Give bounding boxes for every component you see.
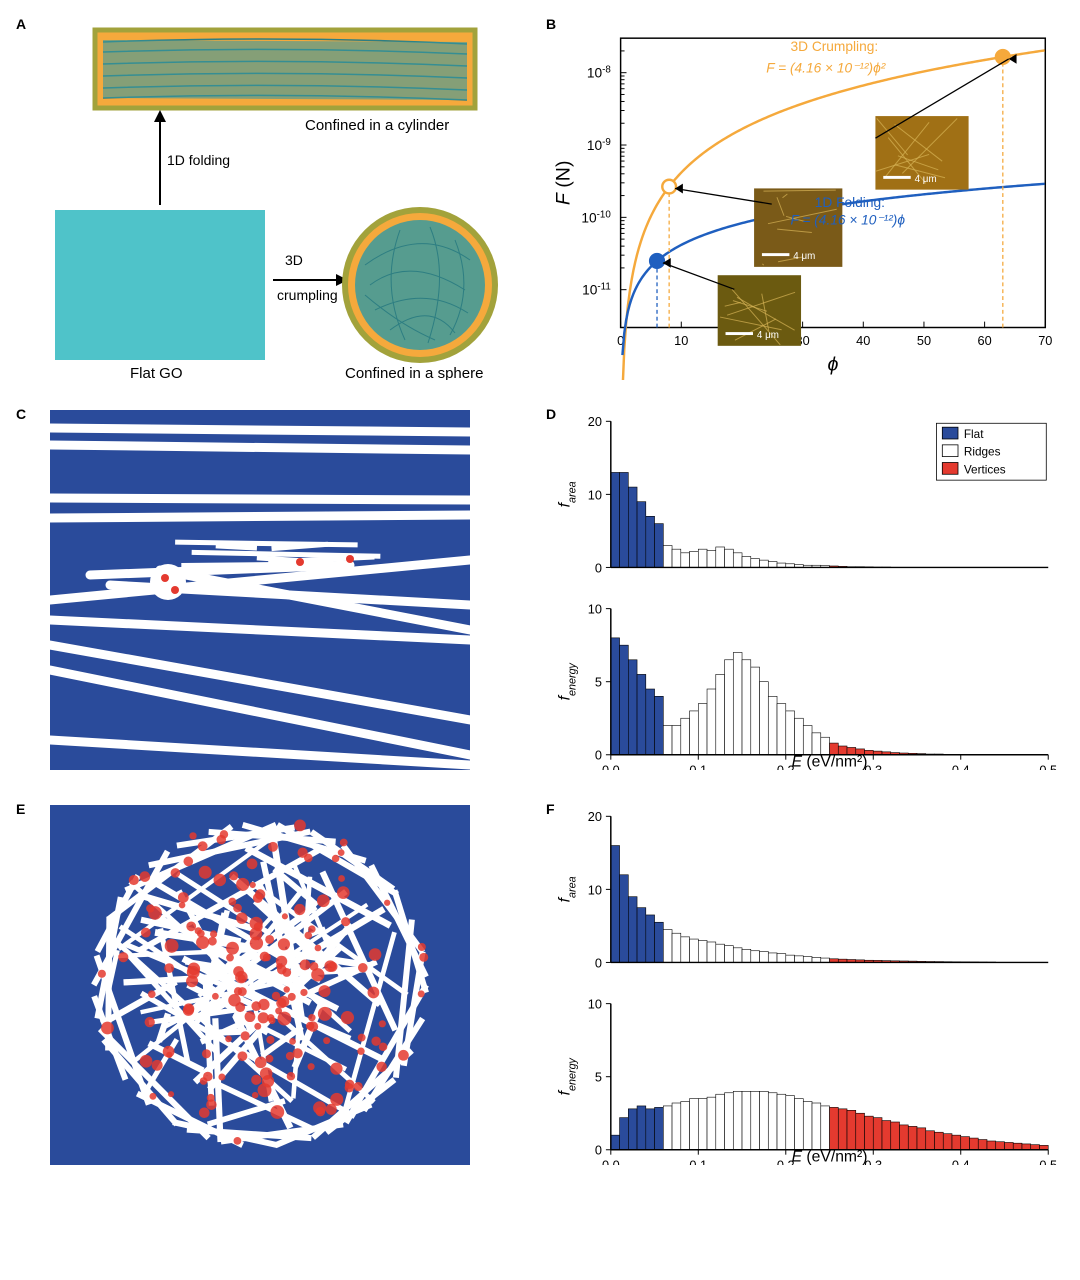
svg-text:10-10: 10-10 (581, 209, 611, 226)
svg-text:40: 40 (856, 333, 870, 348)
panel-a: A Confined in a cylinder 1D folding Flat… (20, 20, 530, 380)
panel-b-label: B (546, 16, 556, 32)
panel-f: F 01020farea05100.00.10.20.30.40.5fenerg… (550, 805, 1060, 1165)
svg-text:4 μm: 4 μm (793, 251, 815, 262)
svg-text:50: 50 (917, 333, 931, 348)
svg-text:10: 10 (674, 333, 688, 348)
cylinder-label: Confined in a cylinder (305, 117, 449, 134)
svg-text:10-11: 10-11 (582, 281, 611, 298)
svg-text:10: 10 (588, 602, 602, 617)
svg-text:E (eV/nm²): E (eV/nm²) (792, 1149, 868, 1165)
svg-text:0.0: 0.0 (602, 762, 620, 770)
svg-text:0.0: 0.0 (602, 1157, 620, 1165)
panel-c-map (50, 410, 470, 770)
panel-e: E (20, 805, 530, 1170)
sphere-confined (342, 207, 498, 363)
svg-text:F (N): F (N) (553, 161, 575, 206)
svg-text:crumpling: crumpling (277, 287, 338, 303)
svg-text:F = (4.16 × 10⁻¹²)ϕ²: F = (4.16 × 10⁻¹²)ϕ² (766, 61, 886, 76)
svg-text:0.4: 0.4 (952, 1157, 970, 1165)
svg-text:0: 0 (595, 1143, 602, 1158)
svg-text:1D Folding:: 1D Folding: (815, 195, 885, 210)
figure: A Confined in a cylinder 1D folding Flat… (20, 20, 1060, 1170)
svg-text:5: 5 (595, 1070, 602, 1085)
svg-text:farea: farea (557, 876, 579, 902)
panel-b-chart: 01020304050607010-1110-1010-910-84 μm4 μ… (550, 20, 1060, 380)
panel-d-histograms: 01020farea05100.00.10.20.30.40.5fenergyE… (550, 410, 1060, 770)
panel-d: D 01020farea05100.00.10.20.30.40.5fenerg… (550, 410, 1060, 770)
svg-text:fenergy: fenergy (557, 1057, 579, 1095)
svg-text:5: 5 (595, 675, 602, 690)
svg-text:Flat: Flat (964, 428, 984, 441)
svg-text:1D folding: 1D folding (167, 152, 230, 168)
panel-d-label: D (546, 406, 556, 422)
svg-text:0: 0 (595, 748, 602, 763)
panel-e-label: E (16, 801, 25, 817)
panel-c: C (20, 410, 530, 775)
svg-text:20: 20 (588, 809, 602, 824)
svg-text:0: 0 (595, 955, 602, 970)
svg-text:10: 10 (588, 997, 602, 1012)
svg-text:fenergy: fenergy (557, 662, 579, 700)
svg-text:Ridges: Ridges (964, 446, 1001, 459)
svg-text:0.4: 0.4 (952, 762, 970, 770)
arrow-3d-crumpling: 3D crumpling (273, 252, 348, 303)
svg-text:10: 10 (588, 882, 602, 897)
svg-text:4 μm: 4 μm (757, 330, 779, 341)
panel-a-label: A (16, 16, 26, 32)
arrow-1d-folding: 1D folding (154, 110, 230, 205)
svg-text:3D: 3D (285, 252, 303, 268)
svg-text:ϕ: ϕ (827, 354, 838, 376)
panel-f-histograms: 01020farea05100.00.10.20.30.40.5fenergyE… (550, 805, 1060, 1165)
panel-b: B 01020304050607010-1110-1010-910-84 μm4… (550, 20, 1060, 380)
svg-text:70: 70 (1038, 333, 1052, 348)
svg-text:0: 0 (595, 560, 602, 575)
svg-text:10-9: 10-9 (587, 136, 611, 153)
panel-e-map (50, 805, 470, 1165)
svg-text:20: 20 (588, 414, 602, 429)
flat-go-label: Flat GO (130, 365, 183, 380)
panel-c-label: C (16, 406, 26, 422)
svg-text:10: 10 (588, 487, 602, 502)
panel-f-label: F (546, 801, 555, 817)
svg-text:0.5: 0.5 (1039, 762, 1057, 770)
svg-text:60: 60 (978, 333, 992, 348)
panel-a-schematic: Confined in a cylinder 1D folding Flat G… (20, 20, 530, 380)
svg-text:3D Crumpling:: 3D Crumpling: (790, 39, 878, 54)
svg-text:F = (4.16 × 10⁻¹²)ϕ: F = (4.16 × 10⁻¹²)ϕ (790, 212, 905, 227)
svg-text:Vertices: Vertices (964, 463, 1006, 476)
svg-text:farea: farea (557, 481, 579, 507)
svg-text:0.1: 0.1 (689, 1157, 707, 1165)
sphere-label: Confined in a sphere (345, 365, 483, 380)
svg-text:0.1: 0.1 (689, 762, 707, 770)
svg-text:10-8: 10-8 (587, 64, 612, 81)
svg-text:E (eV/nm²): E (eV/nm²) (792, 754, 868, 770)
svg-text:4 μm: 4 μm (915, 174, 937, 185)
flat-go-square (55, 210, 265, 360)
svg-text:0.5: 0.5 (1039, 1157, 1057, 1165)
